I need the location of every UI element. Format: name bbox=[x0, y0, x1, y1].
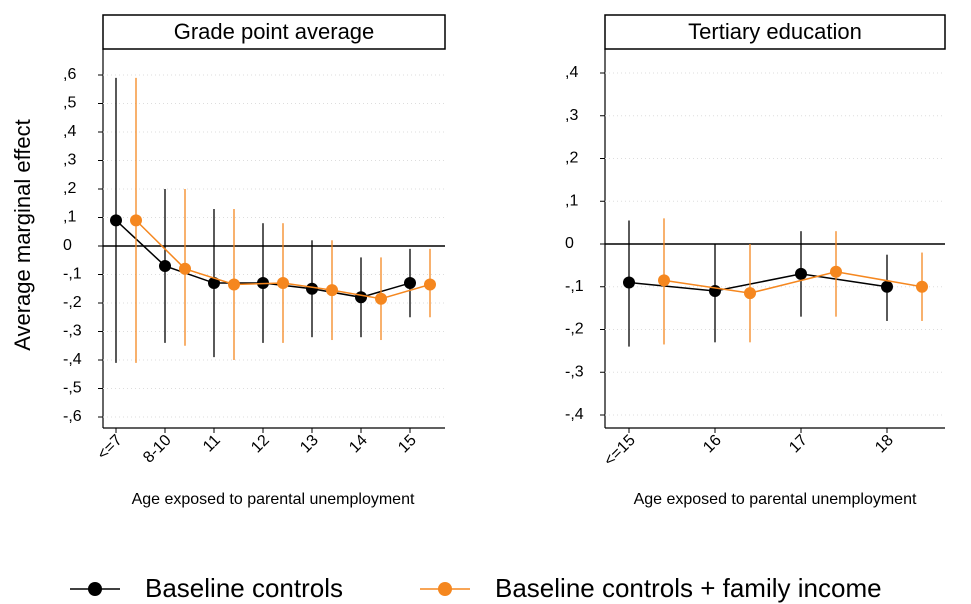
y-tick-label: ,3 bbox=[565, 107, 578, 124]
panel-header bbox=[604, 14, 946, 50]
x-axis-label: Age exposed to parental unemployment bbox=[132, 491, 415, 508]
y-tick-label: ,1 bbox=[565, 192, 578, 209]
y-tick-label: 0 bbox=[63, 237, 72, 254]
y-tick-label: -,1 bbox=[565, 278, 584, 295]
point bbox=[916, 280, 928, 293]
point bbox=[306, 282, 318, 295]
x-tick-label: 13 bbox=[297, 432, 322, 457]
legend-label: Baseline controls bbox=[145, 573, 343, 603]
point bbox=[424, 278, 436, 291]
y-tick-label: -,4 bbox=[565, 406, 584, 423]
point bbox=[404, 277, 416, 290]
y-tick-label: ,2 bbox=[63, 180, 76, 197]
y-tick-label: ,1 bbox=[63, 209, 76, 226]
y-tick-label: -,6 bbox=[63, 408, 82, 425]
legend-label: Baseline controls + family income bbox=[495, 573, 882, 603]
y-tick-label: -,1 bbox=[63, 266, 82, 283]
point bbox=[795, 267, 807, 280]
panel-title: Tertiary education bbox=[688, 19, 862, 44]
x-tick-label: 8-10 bbox=[140, 432, 175, 467]
x-tick-label: <=15 bbox=[601, 432, 639, 470]
y-tick-label: ,3 bbox=[63, 152, 76, 169]
x-tick-label: 16 bbox=[700, 432, 725, 457]
point bbox=[110, 214, 122, 227]
y-tick-label: -,3 bbox=[63, 323, 82, 340]
panel-title: Grade point average bbox=[174, 19, 375, 44]
y-tick-label: ,2 bbox=[565, 150, 578, 167]
y-tick-label: ,6 bbox=[63, 66, 76, 83]
point bbox=[179, 262, 191, 275]
y-tick-label: -,2 bbox=[63, 294, 82, 311]
legend-marker bbox=[438, 582, 452, 596]
point bbox=[277, 277, 289, 290]
point bbox=[658, 274, 670, 287]
point bbox=[881, 280, 893, 293]
x-tick-label: 14 bbox=[346, 432, 371, 457]
point bbox=[623, 276, 635, 289]
x-tick-label: 11 bbox=[200, 432, 224, 456]
x-tick-label: 15 bbox=[395, 432, 420, 457]
panel-header bbox=[102, 14, 446, 50]
y-tick-label: -,4 bbox=[63, 351, 82, 368]
y-axis-label: Average marginal effect bbox=[10, 119, 35, 351]
legend-marker bbox=[88, 582, 102, 596]
y-tick-label: ,4 bbox=[63, 123, 76, 140]
series-line bbox=[628, 273, 888, 292]
point bbox=[375, 292, 387, 305]
x-tick-label: 17 bbox=[786, 432, 811, 457]
point bbox=[326, 284, 338, 297]
y-tick-label: 0 bbox=[565, 235, 574, 252]
y-tick-label: ,5 bbox=[63, 95, 76, 112]
series-line bbox=[663, 271, 923, 294]
x-tick-label: <=7 bbox=[94, 432, 126, 464]
y-tick-label: -,5 bbox=[63, 380, 82, 397]
point bbox=[130, 214, 142, 227]
point bbox=[744, 287, 756, 300]
point bbox=[159, 259, 171, 272]
point bbox=[355, 291, 367, 304]
x-axis-label: Age exposed to parental unemployment bbox=[634, 491, 917, 508]
point bbox=[208, 277, 220, 290]
y-tick-label: -,2 bbox=[565, 321, 584, 338]
point bbox=[228, 278, 240, 291]
y-tick-label: ,4 bbox=[565, 64, 578, 81]
x-tick-label: 18 bbox=[872, 432, 897, 457]
y-tick-label: -,3 bbox=[565, 363, 584, 380]
x-tick-label: 12 bbox=[248, 432, 273, 457]
point bbox=[830, 265, 842, 278]
